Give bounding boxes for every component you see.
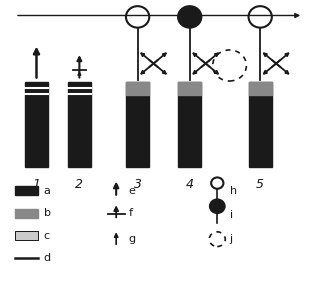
Bar bbox=[15, 186, 38, 195]
Text: e: e bbox=[129, 185, 135, 196]
Text: 1: 1 bbox=[32, 178, 41, 191]
Text: j: j bbox=[230, 234, 233, 244]
Text: g: g bbox=[129, 234, 135, 244]
Text: i: i bbox=[230, 210, 233, 220]
Text: f: f bbox=[129, 208, 132, 218]
Bar bbox=[126, 82, 149, 166]
Bar bbox=[249, 82, 272, 166]
Circle shape bbox=[178, 6, 201, 28]
Text: c: c bbox=[44, 231, 50, 241]
Bar bbox=[249, 82, 272, 95]
Circle shape bbox=[210, 200, 225, 213]
Text: b: b bbox=[44, 208, 51, 218]
Text: a: a bbox=[44, 185, 51, 196]
Bar bbox=[68, 82, 91, 166]
Text: d: d bbox=[44, 253, 51, 263]
Bar bbox=[15, 209, 38, 218]
Text: 3: 3 bbox=[134, 178, 142, 191]
Text: h: h bbox=[230, 185, 237, 196]
Bar bbox=[25, 82, 48, 166]
Bar bbox=[178, 82, 201, 166]
Bar bbox=[178, 82, 201, 95]
Text: 4: 4 bbox=[186, 178, 194, 191]
Text: 2: 2 bbox=[76, 178, 83, 191]
Bar bbox=[15, 231, 38, 240]
Text: 5: 5 bbox=[256, 178, 264, 191]
Bar bbox=[126, 82, 149, 95]
